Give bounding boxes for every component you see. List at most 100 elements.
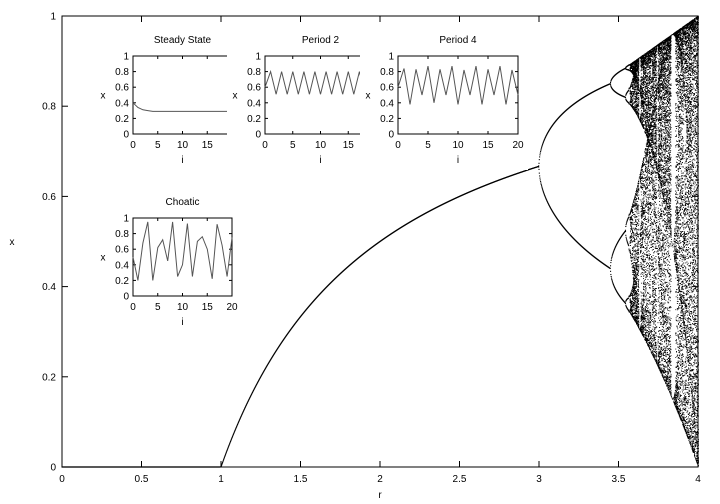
bifurcation-point — [223, 456, 226, 458]
bifurcation-point — [225, 453, 227, 455]
steady-x-tick-label: 5 — [155, 140, 161, 151]
bifurcation-point — [544, 195, 546, 197]
bifurcation-point — [240, 416, 242, 418]
bifurcation-point — [238, 419, 240, 421]
bifurcation-point — [235, 427, 237, 429]
bifurcation-point — [624, 302, 627, 304]
bifurcation-point — [609, 83, 611, 85]
bifurcation-point — [614, 246, 616, 248]
bifurcation-point — [544, 194, 546, 197]
main-y-tick-label: 0 — [50, 463, 56, 474]
bifurcation-point — [537, 165, 539, 168]
bifurcation-point — [263, 371, 265, 373]
bifurcation-point — [627, 218, 629, 220]
main-x-tick-label: 1.5 — [294, 474, 308, 485]
bifurcation-point — [229, 443, 231, 445]
period2-series-line — [264, 69, 377, 95]
bifurcation-point — [256, 383, 258, 385]
bifurcation-point — [223, 458, 225, 460]
bifurcation-point — [616, 242, 619, 244]
bifurcation-point — [244, 406, 247, 408]
bifurcation-point — [545, 134, 547, 137]
bifurcation-point — [224, 455, 226, 457]
main-y-tick-label: 1 — [50, 12, 56, 23]
bifurcation-point — [540, 148, 542, 150]
period2-y-tick-label: 0.4 — [247, 98, 261, 109]
period2-title: Period 2 — [302, 35, 340, 46]
bifurcation-point — [626, 241, 628, 243]
chaotic-y-axis-label: x — [101, 253, 106, 264]
bifurcation-point — [248, 399, 250, 401]
bifurcation-point — [628, 103, 630, 105]
bifurcation-point — [545, 198, 547, 200]
bifurcation-point — [628, 87, 630, 89]
bifurcation-point — [542, 189, 544, 191]
bifurcation-point — [541, 187, 543, 189]
period4-x-tick-label: 5 — [425, 140, 431, 151]
bifurcation-point — [252, 390, 254, 392]
period4-x-tick-label: 0 — [395, 140, 401, 151]
bifurcation-point — [239, 417, 241, 419]
bifurcation-point — [538, 165, 540, 167]
bifurcation-point — [220, 465, 222, 467]
main-x-axis-label: r — [378, 490, 382, 501]
period4-panel: 0 5 10 15 20 0 0.2 0.4 0.6 0.8 1 i x Period 4 — [366, 35, 524, 166]
bifurcation-point — [261, 373, 263, 376]
bifurcation-point — [616, 243, 618, 245]
bifurcation-point — [617, 241, 619, 243]
bifurcation-point — [540, 149, 542, 151]
bifurcation-point — [548, 204, 550, 206]
bifurcation-point — [226, 450, 228, 452]
bifurcation-point — [250, 394, 252, 396]
bifurcation-point — [547, 203, 550, 205]
period4-x-tick-label: 20 — [512, 140, 524, 151]
steady-x-axis-label: i — [181, 155, 183, 166]
bifurcation-point — [258, 379, 260, 381]
bifurcation-point — [259, 377, 261, 380]
bifurcation-point — [228, 444, 230, 446]
bifurcation-point — [547, 131, 549, 134]
bifurcation-point — [248, 398, 250, 400]
bifurcation-point — [628, 311, 630, 313]
bifurcation-point — [626, 221, 628, 223]
bifurcation-point — [628, 309, 630, 312]
bifurcation-point — [244, 406, 246, 409]
bifurcation-point — [545, 197, 547, 199]
bifurcation-point — [260, 376, 262, 378]
bifurcation-point — [538, 159, 540, 161]
bifurcation-point — [255, 385, 257, 387]
steady-y-tick-label: 0.4 — [115, 98, 129, 109]
bifurcation-point — [625, 98, 627, 100]
bifurcation-point — [232, 435, 234, 437]
bifurcation-point — [546, 133, 548, 135]
bifurcation-point — [254, 387, 256, 389]
bifurcation-point — [541, 146, 543, 148]
bifurcation-point — [626, 220, 628, 222]
bifurcation-point — [549, 206, 551, 208]
bifurcation-point — [546, 200, 548, 202]
bifurcation-point — [613, 249, 615, 251]
bifurcation-point — [252, 390, 254, 392]
bifurcation-point — [264, 369, 266, 371]
chaotic-title: Choatic — [166, 197, 200, 208]
bifurcation-point — [234, 429, 236, 432]
bifurcation-point — [610, 79, 613, 81]
bifurcation-point — [255, 385, 257, 387]
bifurcation-point — [238, 421, 240, 423]
main-x-tick-label: 0.5 — [135, 474, 149, 485]
bifurcation-point — [628, 245, 630, 247]
bifurcation-point — [540, 185, 543, 187]
bifurcation-point — [223, 457, 225, 459]
bifurcation-point — [263, 370, 265, 372]
bifurcation-point — [539, 175, 541, 177]
main-y-axis-label: x — [10, 237, 15, 248]
bifurcation-point — [546, 199, 548, 201]
bifurcation-point — [539, 177, 541, 179]
period4-y-tick-label: 0.8 — [380, 67, 394, 78]
bifurcation-point — [229, 442, 231, 444]
bifurcation-point — [628, 214, 630, 216]
bifurcation-point — [628, 295, 630, 298]
bifurcation-point — [627, 217, 629, 219]
